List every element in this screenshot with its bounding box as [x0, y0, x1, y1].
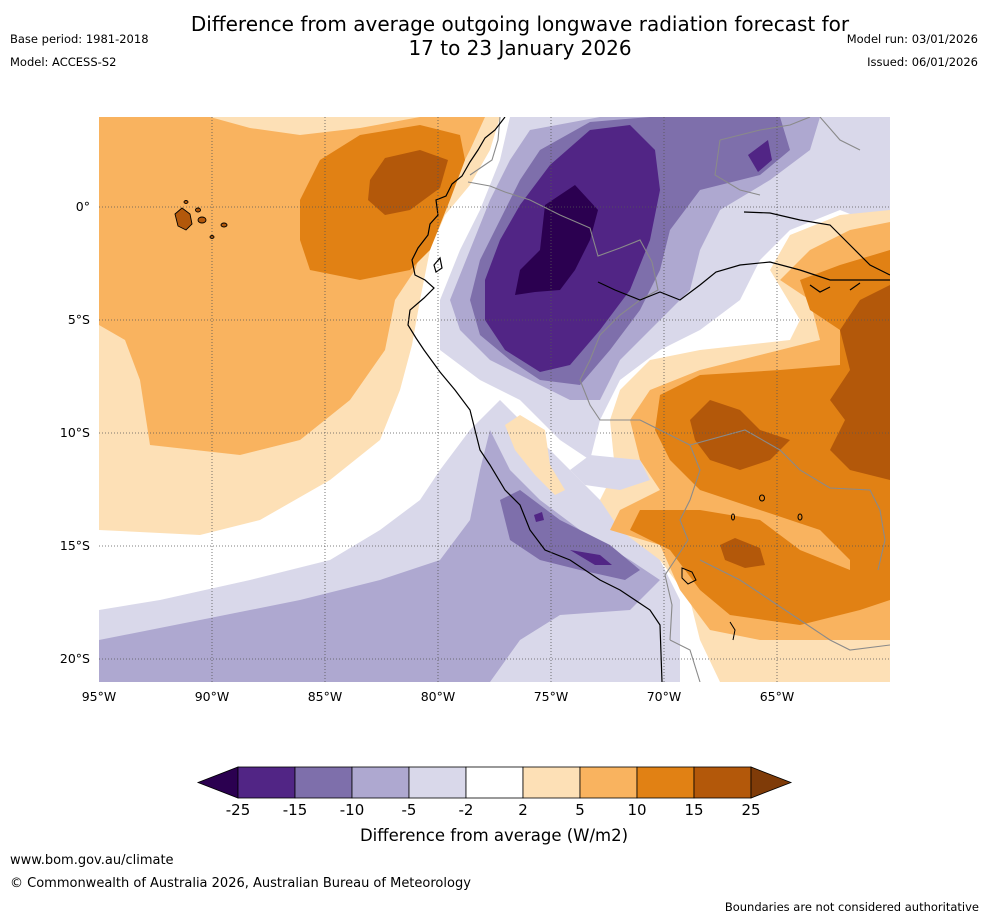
- map-title: Difference from average outgoing longwav…: [160, 12, 880, 60]
- north-negative-m15tom25: [748, 140, 772, 172]
- coastal-weak-positive: [505, 415, 565, 495]
- galapagos-islands: [174, 200, 228, 239]
- colorbar-swatch: [408, 766, 467, 799]
- coastline: [407, 117, 890, 682]
- title-line-1: Difference from average outgoing longwav…: [190, 12, 850, 36]
- lat-label: 5°S: [68, 312, 90, 327]
- amazon-positive-15to25: [830, 285, 890, 480]
- longitude-labels: 95°W 90°W 85°W 80°W 75°W 70°W 65°W: [82, 689, 795, 704]
- colorbar-swatch: [294, 766, 353, 799]
- issued-date: Issued: 06/01/2026: [867, 55, 978, 69]
- model-run: Model run: 03/01/2026: [846, 32, 978, 46]
- colorbar-swatch: [351, 766, 410, 799]
- colorbar-tick: 2: [518, 801, 528, 819]
- colorbar-arrow-max: [750, 766, 793, 799]
- latitude-labels: 0° 5°S 10°S 15°S 20°S: [60, 199, 90, 666]
- lake-titicaca: [681, 567, 697, 585]
- peru-negative-m10tom15: [500, 490, 640, 580]
- colorbar-tick: -5: [401, 801, 417, 819]
- colorbar-swatch: [636, 766, 695, 799]
- lat-label: 20°S: [60, 651, 90, 666]
- colorbar-tick: -10: [339, 801, 365, 819]
- colorbar-arrow-min: [196, 766, 239, 799]
- colorbar-swatch: [522, 766, 581, 799]
- gridlines: [99, 117, 890, 682]
- colorbar: [196, 766, 793, 799]
- lon-label: 70°W: [647, 689, 682, 704]
- meta-right: Model run: 03/01/2026 Issued: 06/01/2026: [847, 32, 978, 78]
- colorbar-swatch: [693, 766, 752, 799]
- andes-negative-lt25: [515, 185, 598, 295]
- anomaly-field: [99, 117, 890, 682]
- colorbar-swatch: [237, 766, 296, 799]
- lat-label: 15°S: [60, 538, 90, 553]
- lat-label: 10°S: [60, 425, 90, 440]
- lon-label: 95°W: [82, 689, 117, 704]
- colorbar-tick: -2: [458, 801, 474, 819]
- peru-negative-m15tom25: [570, 550, 612, 565]
- country-borders: [467, 117, 890, 682]
- colorbar-swatch: [579, 766, 638, 799]
- title-line-2: 17 to 23 January 2026: [408, 36, 632, 60]
- lon-label: 75°W: [534, 689, 569, 704]
- peru-negative-small: [534, 512, 544, 522]
- pacific-positive-15to25: [368, 150, 448, 215]
- colorbar-tick: 5: [575, 801, 585, 819]
- colorbar-tick: 10: [627, 801, 647, 819]
- lon-label: 80°W: [421, 689, 456, 704]
- meta-left: Base period: 1981-2018 Model: ACCESS-S2: [10, 32, 149, 78]
- lon-label: 65°W: [760, 689, 795, 704]
- base-period: Base period: 1981-2018: [10, 32, 149, 46]
- colorbar-tick: 25: [741, 801, 761, 819]
- model-name: Model: ACCESS-S2: [10, 55, 117, 69]
- colorbar-swatch: [465, 766, 524, 799]
- colorbar-tick: -25: [225, 801, 251, 819]
- lon-label: 90°W: [195, 689, 230, 704]
- bolivia-positive-15to25: [690, 400, 790, 470]
- colorbar-label: Difference from average (W/m2): [359, 826, 629, 845]
- lon-label: 85°W: [308, 689, 343, 704]
- colorbar-tick: -15: [282, 801, 308, 819]
- footer-note: Boundaries are not considered authoritat…: [724, 900, 979, 914]
- lat-label: 0°: [76, 199, 90, 214]
- lake-markers: [729, 494, 803, 641]
- coastal-weak-negative: [570, 455, 650, 490]
- footer-copyright: © Commonwealth of Australia 2026, Austra…: [10, 876, 471, 891]
- footer-url[interactable]: www.bom.gov.au/climate: [10, 853, 174, 868]
- south-positive-15to25: [720, 538, 765, 568]
- colorbar-tick: 15: [684, 801, 704, 819]
